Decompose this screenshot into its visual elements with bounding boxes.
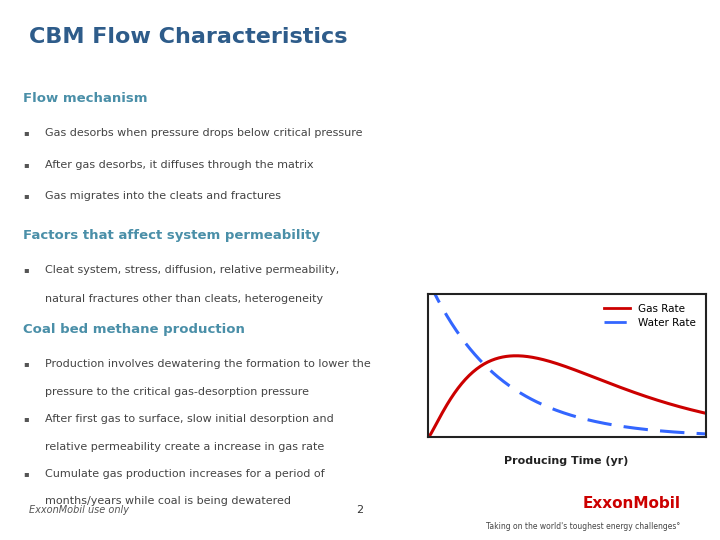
- Text: ▪: ▪: [23, 160, 29, 169]
- Gas Rate: [595, 376, 603, 382]
- Text: After gas desorbs, it diffuses through the matrix: After gas desorbs, it diffuses through t…: [45, 160, 313, 170]
- Text: Cumulate gas production increases for a period of: Cumulate gas production increases for a …: [45, 469, 324, 478]
- Gas Rate: [676, 404, 685, 410]
- Text: Producing Time (yr): Producing Time (yr): [505, 456, 629, 467]
- Text: Taking on the world's toughest energy challenges°: Taking on the world's toughest energy ch…: [486, 522, 680, 531]
- Text: Flow mechanism: Flow mechanism: [23, 92, 148, 105]
- Legend: Gas Rate, Water Rate: Gas Rate, Water Rate: [600, 300, 701, 332]
- Line: Water Rate: Water Rate: [428, 281, 706, 434]
- Text: ▪: ▪: [23, 265, 29, 274]
- Text: ExxonMobil: ExxonMobil: [582, 496, 680, 511]
- Text: relative permeability create a increase in gas rate: relative permeability create a increase …: [45, 442, 324, 451]
- Text: After first gas to surface, slow initial desorption and: After first gas to surface, slow initial…: [45, 414, 333, 424]
- Text: Production involves dewatering the formation to lower the: Production involves dewatering the forma…: [45, 359, 370, 369]
- Text: ExxonMobil use only: ExxonMobil use only: [29, 505, 129, 515]
- Text: ▪: ▪: [23, 469, 29, 477]
- Water Rate: [589, 418, 598, 424]
- Text: natural fractures other than cleats, heterogeneity: natural fractures other than cleats, het…: [45, 294, 323, 304]
- Text: Gas migrates into the cleats and fractures: Gas migrates into the cleats and fractur…: [45, 192, 281, 201]
- Water Rate: [425, 279, 433, 286]
- Water Rate: [657, 428, 666, 434]
- Gas Rate: [424, 434, 433, 441]
- Gas Rate: [589, 374, 598, 380]
- Gas Rate: [590, 374, 598, 381]
- Text: Coal bed methane production: Coal bed methane production: [23, 323, 245, 336]
- Water Rate: [588, 417, 597, 424]
- Water Rate: [424, 278, 433, 284]
- Text: CBM Flow Characteristics: CBM Flow Characteristics: [29, 27, 347, 47]
- Gas Rate: [701, 410, 710, 416]
- Text: pressure to the critical gas-desorption pressure: pressure to the critical gas-desorption …: [45, 387, 309, 397]
- Gas Rate: [425, 433, 433, 440]
- Gas Rate: [511, 353, 520, 359]
- Text: ▪: ▪: [23, 414, 29, 423]
- Water Rate: [675, 429, 684, 436]
- Text: Cleat system, stress, diffusion, relative permeability,: Cleat system, stress, diffusion, relativ…: [45, 265, 339, 275]
- Gas Rate: [659, 399, 667, 405]
- Water Rate: [701, 431, 710, 437]
- Text: Gas desorbs when pressure drops below critical pressure: Gas desorbs when pressure drops below cr…: [45, 128, 362, 138]
- Text: Factors that affect system permeability: Factors that affect system permeability: [23, 230, 320, 242]
- Water Rate: [594, 419, 603, 426]
- Text: months/years while coal is being dewatered: months/years while coal is being dewater…: [45, 496, 291, 507]
- Line: Gas Rate: Gas Rate: [428, 356, 706, 437]
- Text: ▪: ▪: [23, 192, 29, 200]
- Text: ▪: ▪: [23, 128, 29, 137]
- Text: ▪: ▪: [23, 359, 29, 368]
- Text: 2: 2: [356, 505, 364, 515]
